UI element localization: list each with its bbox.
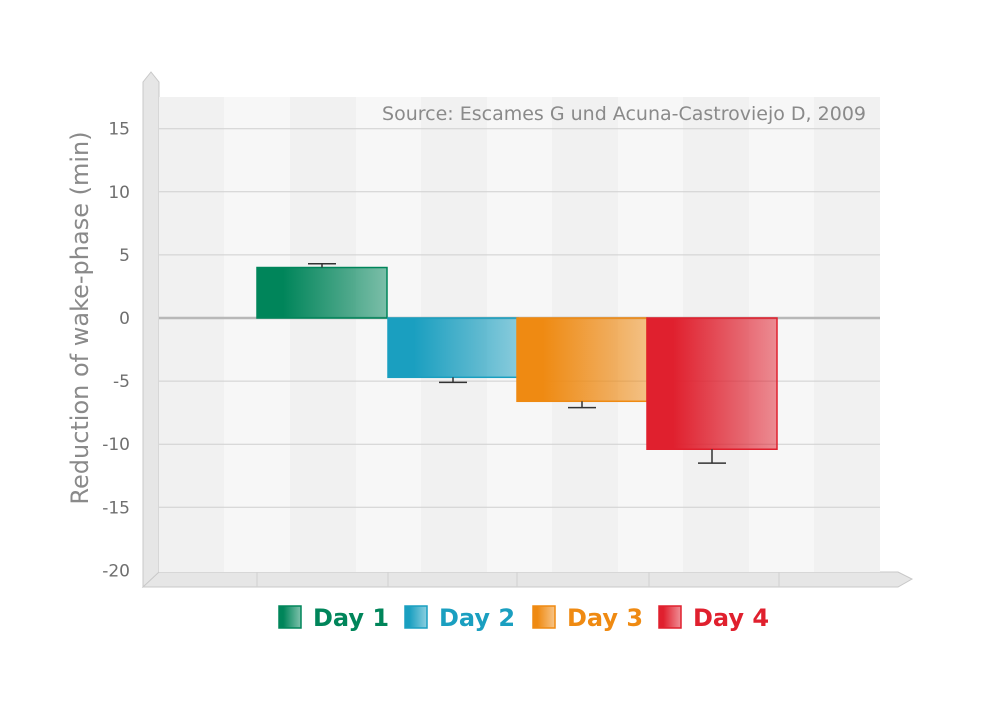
y-tick-label: -15 — [102, 498, 130, 518]
bar-day-2 — [387, 317, 519, 379]
y-tick-label: -5 — [113, 372, 130, 392]
y-tick-label: -10 — [102, 435, 130, 455]
bar-day-1 — [256, 266, 388, 319]
source-note: Source: Escames G und Acuna-Castroviejo … — [382, 103, 866, 125]
legend-swatch — [658, 605, 682, 629]
legend-label: Day 4 — [693, 604, 769, 632]
legend-swatch — [404, 605, 428, 629]
legend-label: Day 2 — [439, 604, 515, 632]
y-tick-label: 0 — [119, 309, 130, 329]
plot-band — [224, 97, 290, 572]
plot-band — [814, 97, 880, 572]
y-tick-label: 10 — [108, 183, 130, 203]
plot-band — [290, 97, 356, 572]
bars — [256, 266, 778, 450]
y-tick-label: 5 — [119, 246, 130, 266]
y-tick-label: 15 — [108, 120, 130, 140]
legend-label: Day 3 — [567, 604, 643, 632]
legend-swatch — [278, 605, 302, 629]
x-axis-tick-marks — [256, 572, 780, 587]
x-axis-floor — [141, 571, 914, 588]
legend: Day 1 Day 2 Day 3 Day 4 — [278, 604, 769, 632]
error-bars — [308, 262, 726, 464]
bar-day-3 — [516, 317, 648, 403]
y-axis-tick-labels: 15 10 5 0 -5 -10 -15 -20 — [102, 120, 130, 582]
legend-label: Day 1 — [313, 604, 389, 632]
bar-day-4 — [646, 317, 778, 450]
y-tick-label: -20 — [102, 561, 130, 581]
y-axis-wall — [142, 71, 160, 588]
plot-band — [159, 97, 224, 572]
y-axis-label: Reduction of wake-phase (min) — [66, 131, 94, 504]
legend-swatch — [532, 605, 556, 629]
